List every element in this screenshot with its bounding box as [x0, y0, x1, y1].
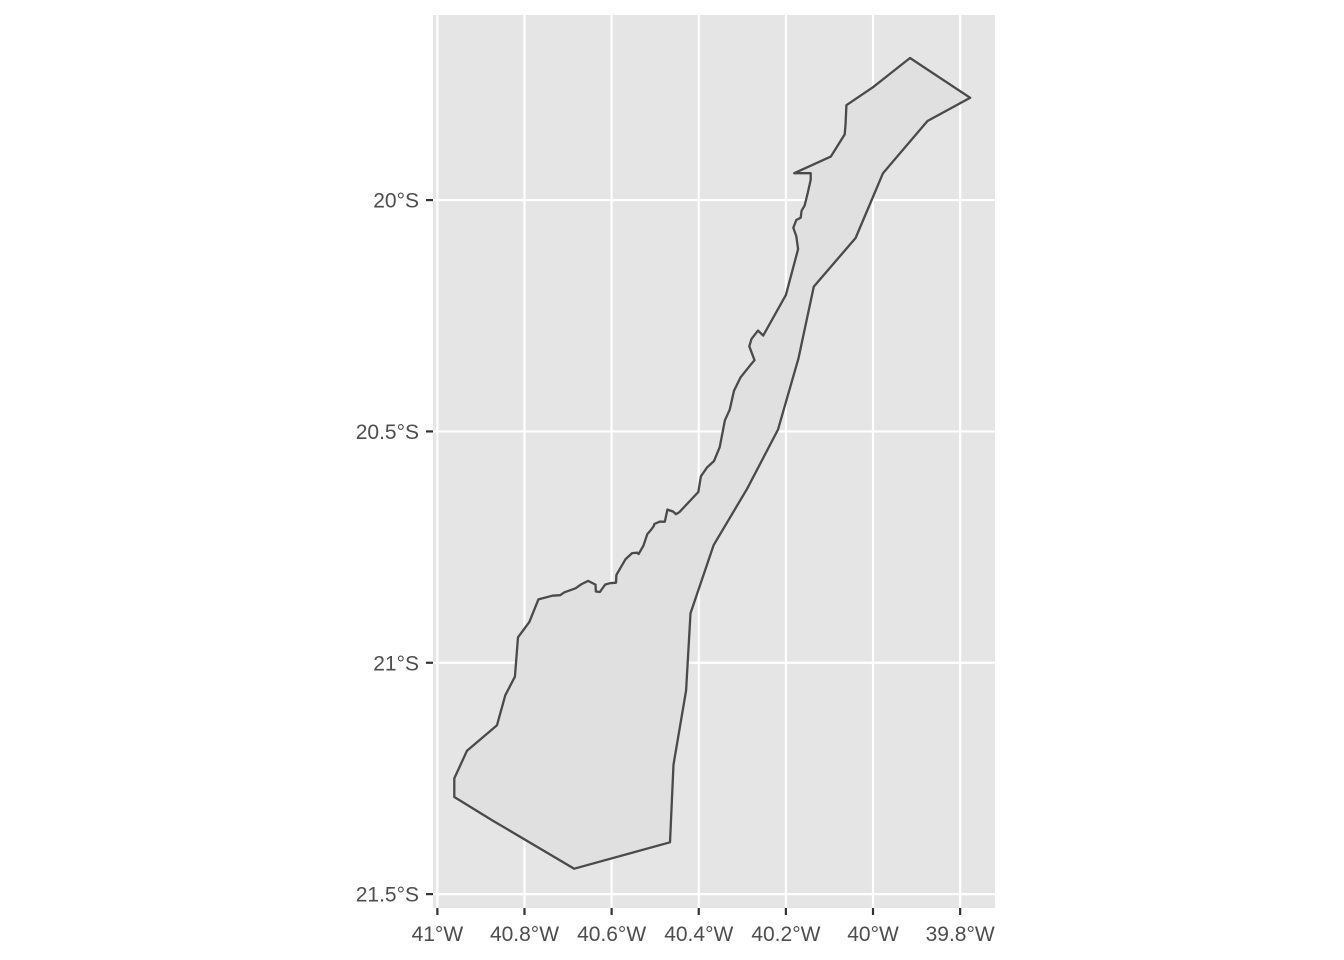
x-tick-label: 40.6°W [577, 923, 646, 946]
x-tick-label: 40.4°W [664, 923, 733, 946]
y-tick-label: 21.5°S [356, 884, 419, 907]
x-tick-label: 41°W [412, 923, 464, 946]
x-tick-label: 40°W [847, 923, 899, 946]
y-tick-label: 20.5°S [356, 421, 419, 444]
x-tick-label: 40.2°W [751, 923, 820, 946]
coastline-polygon [453, 56, 972, 870]
grid-lines [433, 15, 995, 908]
axis-labels: 41°W 40.8°W 40.6°W 40.4°W 40.2°W 40°W 39.8°W 20… [356, 190, 995, 946]
y-tick-label: 20°S [373, 190, 419, 213]
axis-ticks [426, 198, 962, 915]
map-shapes [453, 56, 972, 870]
x-tick-label: 40.8°W [490, 923, 559, 946]
x-tick-label: 39.8°W [926, 923, 995, 946]
y-tick-label: 21°S [373, 652, 419, 675]
